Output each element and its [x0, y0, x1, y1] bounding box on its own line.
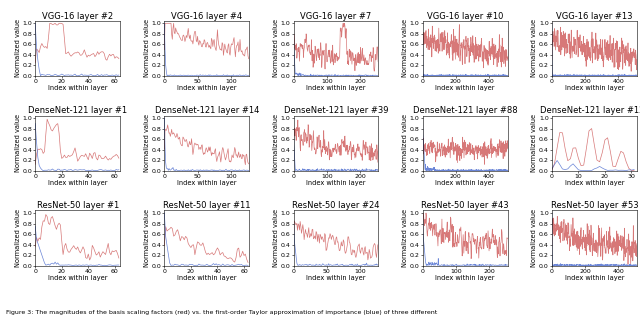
- X-axis label: Index within layer: Index within layer: [307, 275, 365, 281]
- X-axis label: Index within layer: Index within layer: [564, 86, 624, 91]
- Title: DenseNet-121 layer #120: DenseNet-121 layer #120: [540, 107, 640, 115]
- Y-axis label: Normalized value: Normalized value: [273, 114, 279, 172]
- Title: ResNet-50 layer #11: ResNet-50 layer #11: [163, 201, 251, 210]
- Y-axis label: Normalized value: Normalized value: [144, 19, 150, 77]
- X-axis label: Index within layer: Index within layer: [435, 180, 495, 186]
- Title: DenseNet-121 layer #14: DenseNet-121 layer #14: [155, 107, 259, 115]
- Y-axis label: Normalized value: Normalized value: [144, 114, 150, 172]
- X-axis label: Index within layer: Index within layer: [435, 86, 495, 91]
- X-axis label: Index within layer: Index within layer: [177, 275, 237, 281]
- X-axis label: Index within layer: Index within layer: [564, 180, 624, 186]
- Title: VGG-16 layer #7: VGG-16 layer #7: [300, 11, 372, 21]
- X-axis label: Index within layer: Index within layer: [48, 180, 108, 186]
- Title: DenseNet-121 layer #1: DenseNet-121 layer #1: [28, 107, 127, 115]
- Title: DenseNet-121 layer #88: DenseNet-121 layer #88: [413, 107, 518, 115]
- Y-axis label: Normalized value: Normalized value: [531, 19, 538, 77]
- Title: VGG-16 layer #2: VGG-16 layer #2: [42, 11, 113, 21]
- Title: ResNet-50 layer #1: ResNet-50 layer #1: [36, 201, 119, 210]
- Y-axis label: Normalized value: Normalized value: [531, 209, 538, 267]
- Title: VGG-16 layer #10: VGG-16 layer #10: [427, 11, 503, 21]
- Y-axis label: Normalized value: Normalized value: [273, 209, 279, 267]
- Text: Figure 3: The magnitudes of the basis scaling factors (red) vs. the first-order : Figure 3: The magnitudes of the basis sc…: [6, 310, 438, 315]
- Y-axis label: Normalized value: Normalized value: [15, 209, 20, 267]
- Y-axis label: Normalized value: Normalized value: [15, 114, 20, 172]
- Y-axis label: Normalized value: Normalized value: [402, 209, 408, 267]
- Title: VGG-16 layer #4: VGG-16 layer #4: [172, 11, 243, 21]
- Y-axis label: Normalized value: Normalized value: [15, 19, 20, 77]
- X-axis label: Index within layer: Index within layer: [435, 275, 495, 281]
- Title: ResNet-50 layer #43: ResNet-50 layer #43: [421, 201, 509, 210]
- Title: ResNet-50 layer #24: ResNet-50 layer #24: [292, 201, 380, 210]
- Y-axis label: Normalized value: Normalized value: [402, 19, 408, 77]
- Y-axis label: Normalized value: Normalized value: [144, 209, 150, 267]
- Title: ResNet-50 layer #53: ResNet-50 layer #53: [550, 201, 638, 210]
- X-axis label: Index within layer: Index within layer: [564, 275, 624, 281]
- X-axis label: Index within layer: Index within layer: [307, 180, 365, 186]
- Title: VGG-16 layer #13: VGG-16 layer #13: [556, 11, 632, 21]
- Y-axis label: Normalized value: Normalized value: [402, 114, 408, 172]
- Y-axis label: Normalized value: Normalized value: [273, 19, 279, 77]
- X-axis label: Index within layer: Index within layer: [307, 86, 365, 91]
- Title: DenseNet-121 layer #39: DenseNet-121 layer #39: [284, 107, 388, 115]
- X-axis label: Index within layer: Index within layer: [177, 180, 237, 186]
- X-axis label: Index within layer: Index within layer: [177, 86, 237, 91]
- X-axis label: Index within layer: Index within layer: [48, 86, 108, 91]
- Y-axis label: Normalized value: Normalized value: [531, 114, 538, 172]
- X-axis label: Index within layer: Index within layer: [48, 275, 108, 281]
